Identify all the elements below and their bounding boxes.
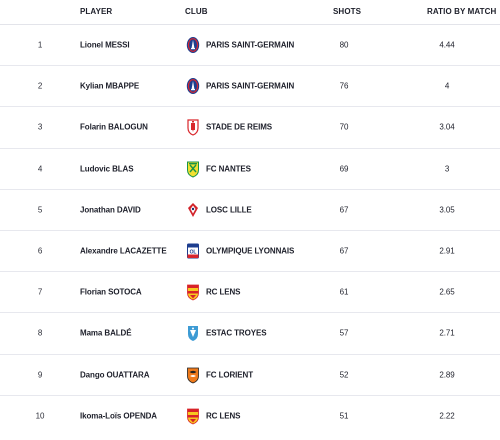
table-row[interactable]: 2 Kylian MBAPPE PARIS SAINT-GERMAIN 76 4 — [0, 66, 500, 108]
ratio-value: 3.05 — [439, 205, 455, 215]
table-row[interactable]: 4 Ludovic BLAS FC NANTES 69 3 — [0, 149, 500, 190]
club-name[interactable]: ESTAC TROYES — [206, 328, 267, 338]
shots-value: 57 — [339, 328, 349, 338]
ratio-value: 2.65 — [439, 287, 455, 297]
lens-crest-icon[interactable] — [186, 283, 200, 301]
shots-value: 51 — [339, 411, 349, 421]
table-row[interactable]: 6 Alexandre LACAZETTE OL OLYMPIQUE LYONNAIS… — [0, 231, 500, 273]
rank: 8 — [37, 328, 43, 338]
player-name[interactable]: Ikoma-Loïs OPENDA — [80, 411, 157, 421]
shots-value: 61 — [339, 287, 349, 297]
rank: 3 — [37, 122, 43, 132]
rank: 9 — [37, 370, 43, 380]
club-name[interactable]: STADE DE REIMS — [206, 122, 273, 132]
player-name[interactable]: Ludovic BLAS — [80, 164, 134, 174]
table-row[interactable]: 3 Folarin BALOGUN STADE DE REIMS 70 3.04 — [0, 107, 500, 149]
column-header-ratio-by-match[interactable]: RATIO BY MATCH — [427, 7, 497, 16]
shots-value: 69 — [339, 164, 349, 174]
shots-value: 80 — [339, 40, 349, 50]
ratio-value: 4.44 — [439, 40, 455, 50]
rank: 5 — [37, 205, 43, 215]
shots-value: 67 — [339, 205, 349, 215]
player-name[interactable]: Lionel MESSI — [80, 40, 130, 50]
table-row[interactable]: 5 Jonathan DAVID LOSC LILLE 67 3.05 — [0, 190, 500, 231]
table-header: PLAYER CLUB SHOTS RATIO BY MATCH — [0, 0, 500, 25]
rank: 7 — [37, 287, 43, 297]
ratio-value: 2.22 — [439, 411, 455, 421]
column-header-club[interactable]: CLUB — [185, 7, 208, 16]
rank: 10 — [35, 411, 45, 421]
troyes-crest-icon[interactable] — [186, 324, 200, 342]
lens-crest-icon[interactable] — [186, 407, 200, 425]
rank: 1 — [37, 40, 43, 50]
club-name[interactable]: FC NANTES — [206, 164, 251, 174]
player-name[interactable]: Florian SOTOCA — [80, 287, 142, 297]
player-name[interactable]: Jonathan DAVID — [80, 205, 141, 215]
nantes-crest-icon[interactable] — [186, 160, 200, 178]
shots-value: 52 — [339, 370, 349, 380]
ratio-value: 3 — [444, 164, 450, 174]
player-name[interactable]: Alexandre LACAZETTE — [80, 246, 167, 256]
club-name[interactable]: LOSC LILLE — [206, 205, 252, 215]
shots-value: 67 — [339, 246, 349, 256]
ratio-value: 3.04 — [439, 122, 455, 132]
rank: 4 — [37, 164, 43, 174]
rank: 2 — [37, 81, 43, 91]
svg-text:OL: OL — [190, 249, 197, 255]
player-name[interactable]: Folarin BALOGUN — [80, 122, 148, 132]
table-row[interactable]: 7 Florian SOTOCA RC LENS 61 2.65 — [0, 272, 500, 314]
psg-crest-icon[interactable] — [186, 36, 200, 54]
club-name[interactable]: OLYMPIQUE LYONNAIS — [206, 246, 295, 256]
column-header-player[interactable]: PLAYER — [80, 7, 113, 16]
player-name[interactable]: Dango OUATTARA — [80, 370, 150, 380]
club-name[interactable]: RC LENS — [206, 411, 241, 421]
ratio-value: 2.89 — [439, 370, 455, 380]
lorient-crest-icon[interactable] — [186, 366, 200, 384]
club-name[interactable]: RC LENS — [206, 287, 241, 297]
ratio-value: 2.91 — [439, 246, 455, 256]
column-header-shots[interactable]: SHOTS — [333, 7, 362, 16]
lyon-crest-icon[interactable]: OL — [186, 242, 200, 260]
club-name[interactable]: FC LORIENT — [206, 370, 253, 380]
club-name[interactable]: PARIS SAINT-GERMAIN — [206, 81, 295, 91]
player-name[interactable]: Kylian MBAPPE — [80, 81, 140, 91]
table-row[interactable]: 1 Lionel MESSI PARIS SAINT-GERMAIN 80 4.44 — [0, 25, 500, 67]
shots-value: 70 — [339, 122, 349, 132]
stats-table-body: 1 Lionel MESSI PARIS SAINT-GERMAIN 80 4.44 2 K… — [0, 25, 500, 437]
ratio-value: 2.71 — [439, 328, 455, 338]
lille-crest-icon[interactable] — [186, 201, 200, 219]
table-row[interactable]: 9 Dango OUATTARA FC LORIENT 52 2.89 — [0, 355, 500, 396]
table-row[interactable]: 8 Mama BALDÉ ESTAC TROYES 57 2.71 — [0, 313, 500, 355]
shots-value: 76 — [339, 81, 349, 91]
table-row[interactable]: 10 Ikoma-Loïs OPENDA RC LENS 51 2.22 — [0, 396, 500, 437]
club-name[interactable]: PARIS SAINT-GERMAIN — [206, 40, 295, 50]
player-name[interactable]: Mama BALDÉ — [80, 328, 132, 338]
ratio-value: 4 — [444, 81, 450, 91]
reims-crest-icon[interactable] — [186, 118, 200, 137]
rank: 6 — [37, 246, 43, 256]
psg-crest-icon[interactable] — [186, 77, 200, 95]
